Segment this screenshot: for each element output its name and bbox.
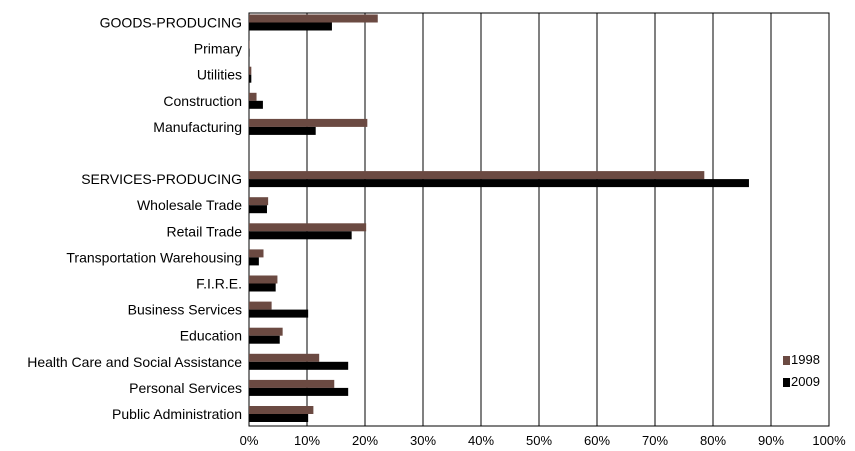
x-tick-label: 100% (812, 433, 846, 448)
bar-1998-utilities (249, 66, 252, 75)
bar-2009-business-services (249, 309, 309, 318)
legend-swatch (783, 378, 790, 387)
bar-1998-personal-services (249, 379, 335, 388)
x-tick-label: 90% (758, 433, 784, 448)
bars (249, 14, 749, 422)
legend: 1998 2009 (783, 352, 820, 389)
bar-1998-public-administration (249, 406, 314, 414)
gridlines (306, 13, 772, 426)
bar-1998-transportation-warehousing (249, 249, 264, 258)
category-label: Wholesale Trade (137, 197, 242, 213)
category-label: Education (180, 328, 242, 344)
x-tick-label: 50% (526, 433, 552, 448)
x-tick-label: 60% (584, 433, 610, 448)
bar-1998-business-services (249, 301, 272, 310)
category-label: Manufacturing (153, 119, 242, 135)
bar-1998-education (249, 327, 283, 336)
bar-1998-health-care-and-social-assistance (249, 353, 320, 362)
category-label: Personal Services (129, 380, 242, 396)
x-tick-label: 0% (240, 433, 259, 448)
category-label: Business Services (128, 302, 242, 318)
bar-2009-public-administration (249, 414, 309, 422)
x-axis-ticks: 0% 10% 20% 30% 40% 50% 60% 70% 80% 90% 100% (240, 433, 846, 448)
category-label: SERVICES-PRODUCING (81, 171, 242, 187)
bar-1998-retail-trade (249, 223, 367, 232)
bar-2009-utilities (249, 74, 252, 83)
x-tick-label: 70% (642, 433, 668, 448)
category-label: Utilities (197, 67, 242, 83)
category-label: F.I.R.E. (196, 276, 242, 292)
x-tick-label: 30% (410, 433, 436, 448)
legend-label: 1998 (791, 352, 820, 367)
category-label: Transportation Warehousing (66, 249, 242, 265)
bar-2009-manufacturing (249, 126, 316, 135)
bar-2009-health-care-and-social-assistance (249, 361, 349, 370)
category-label: GOODS-PRODUCING (100, 15, 242, 31)
bar-2009-wholesale-trade (249, 205, 267, 214)
bar-1998-primary (249, 40, 250, 49)
legend-label: 2009 (791, 374, 820, 389)
bar-2009-transportation-warehousing (249, 257, 259, 266)
bar-1998-wholesale-trade (249, 197, 269, 206)
bar-1998-f-i-r-e- (249, 275, 278, 284)
x-tick-label: 80% (700, 433, 726, 448)
category-label: Public Administration (112, 406, 242, 422)
bar-2009-goods-producing (249, 22, 332, 31)
bar-2009-services-producing (249, 179, 749, 188)
bar-2009-f-i-r-e- (249, 283, 276, 292)
bar-2009-personal-services (249, 387, 349, 396)
x-tick-label: 20% (352, 433, 378, 448)
x-tick-label: 10% (294, 433, 320, 448)
legend-swatch (783, 356, 790, 365)
bar-1998-services-producing (249, 171, 705, 180)
bar-1998-construction (249, 92, 257, 101)
x-tick-label: 40% (468, 433, 494, 448)
bar-2009-education (249, 335, 280, 344)
category-label: Construction (163, 93, 242, 109)
bar-2009-primary (249, 48, 250, 57)
category-label: Health Care and Social Assistance (27, 354, 242, 370)
category-labels: GOODS-PRODUCING Primary Utilities Construct… (27, 15, 242, 423)
bar-2009-construction (249, 100, 263, 109)
bar-1998-goods-producing (249, 14, 378, 23)
bar-2009-retail-trade (249, 231, 352, 240)
bar-1998-manufacturing (249, 118, 368, 127)
category-label: Retail Trade (167, 223, 243, 239)
category-label: Primary (194, 41, 242, 57)
